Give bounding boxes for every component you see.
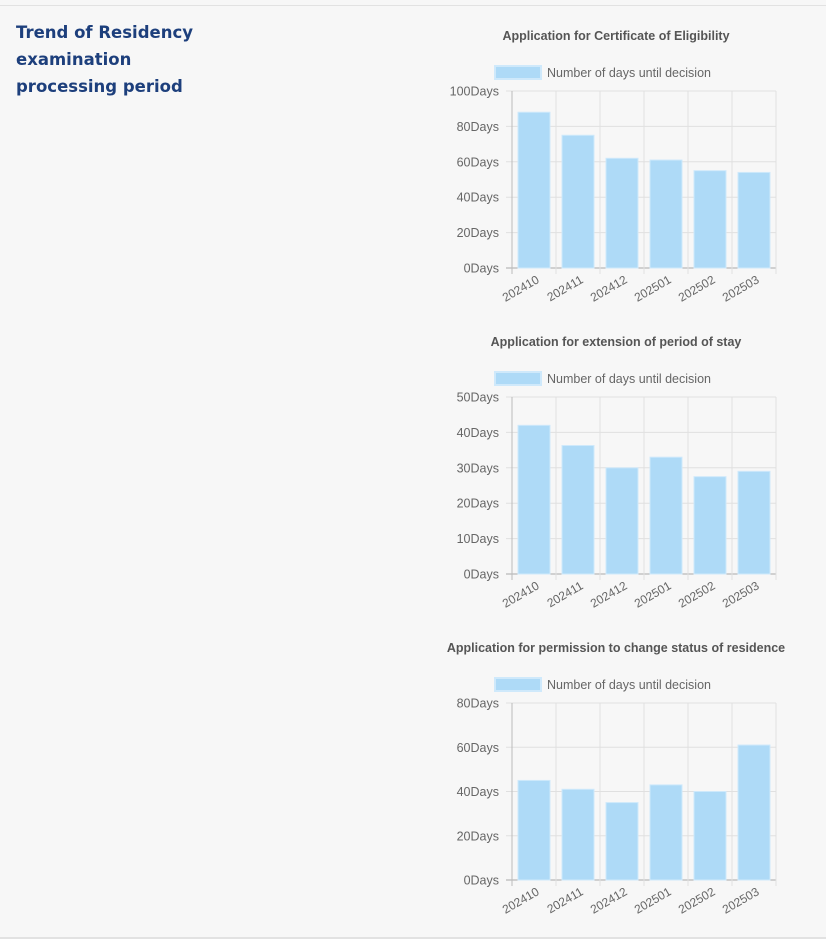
y-tick-label: 60Days xyxy=(457,741,499,755)
chart-svg: Application for extension of period of s… xyxy=(457,335,777,611)
y-tick-label: 0Days xyxy=(464,874,499,888)
y-tick-label: 40Days xyxy=(457,785,499,799)
legend-label: Number of days until decision xyxy=(547,66,711,80)
chart-certificate-of-eligibility: Application for Certificate of Eligibili… xyxy=(430,20,800,320)
y-tick-label: 20Days xyxy=(457,226,499,240)
bar-202501 xyxy=(649,784,683,881)
bar-202411 xyxy=(561,134,595,269)
x-tick-label: 202503 xyxy=(720,272,762,304)
chart-title: Application for permission to change sta… xyxy=(447,641,785,655)
chart-change-of-status: Application for permission to change sta… xyxy=(430,632,800,932)
y-tick-label: 80Days xyxy=(457,697,499,711)
y-tick-label: 40Days xyxy=(457,426,499,440)
y-tick-label: 80Days xyxy=(457,120,499,134)
bar-202503 xyxy=(737,171,771,269)
x-tick-label: 202502 xyxy=(676,272,718,304)
y-tick-label: 100Days xyxy=(450,85,499,99)
x-tick-label: 202503 xyxy=(720,884,762,916)
x-tick-label: 202502 xyxy=(676,578,718,610)
x-tick-label: 202411 xyxy=(545,272,586,304)
bar-202410 xyxy=(517,111,551,269)
legend-swatch xyxy=(494,677,542,692)
chart-svg: Application for Certificate of Eligibili… xyxy=(450,29,777,305)
x-tick-label: 202412 xyxy=(588,578,630,610)
bar-202502 xyxy=(693,476,727,575)
chart-extension-of-stay: Application for extension of period of s… xyxy=(430,326,800,626)
chart-title: Application for Certificate of Eligibili… xyxy=(502,29,729,43)
y-tick-label: 40Days xyxy=(457,191,499,205)
bar-202503 xyxy=(737,744,771,881)
y-tick-label: 50Days xyxy=(457,391,499,405)
top-divider xyxy=(0,5,826,6)
legend-swatch xyxy=(494,65,542,80)
bar-202412 xyxy=(605,157,639,269)
x-tick-label: 202501 xyxy=(632,884,674,916)
y-tick-label: 60Days xyxy=(457,155,499,169)
chart-svg: Application for permission to change sta… xyxy=(447,641,785,917)
x-tick-label: 202410 xyxy=(500,884,542,916)
x-tick-label: 202411 xyxy=(545,578,586,610)
y-tick-label: 10Days xyxy=(457,532,499,546)
bar-202501 xyxy=(649,456,683,575)
bar-202502 xyxy=(693,791,727,881)
bar-202501 xyxy=(649,159,683,269)
x-tick-label: 202412 xyxy=(588,272,630,304)
bar-202411 xyxy=(561,788,595,881)
x-tick-label: 202411 xyxy=(545,884,586,916)
x-tick-label: 202503 xyxy=(720,578,762,610)
legend-label: Number of days until decision xyxy=(547,372,711,386)
x-tick-label: 202410 xyxy=(500,578,542,610)
bar-202410 xyxy=(517,424,551,575)
bar-202412 xyxy=(605,467,639,575)
bar-202412 xyxy=(605,802,639,881)
x-tick-label: 202502 xyxy=(676,884,718,916)
x-tick-label: 202412 xyxy=(588,884,630,916)
bar-202410 xyxy=(517,779,551,881)
bar-202502 xyxy=(693,170,727,269)
bar-202503 xyxy=(737,470,771,575)
legend-label: Number of days until decision xyxy=(547,678,711,692)
bar-202411 xyxy=(561,444,595,575)
bottom-divider xyxy=(0,937,826,939)
x-tick-label: 202501 xyxy=(632,578,674,610)
chart-title: Application for extension of period of s… xyxy=(491,335,742,349)
y-tick-label: 0Days xyxy=(464,568,499,582)
page-title: Trend of Residency examination processin… xyxy=(16,23,193,96)
y-tick-label: 0Days xyxy=(464,262,499,276)
x-tick-label: 202501 xyxy=(632,272,674,304)
y-tick-label: 30Days xyxy=(457,461,499,475)
x-tick-label: 202410 xyxy=(500,272,542,304)
legend-swatch xyxy=(494,371,542,386)
y-tick-label: 20Days xyxy=(457,497,499,511)
y-tick-label: 20Days xyxy=(457,829,499,843)
